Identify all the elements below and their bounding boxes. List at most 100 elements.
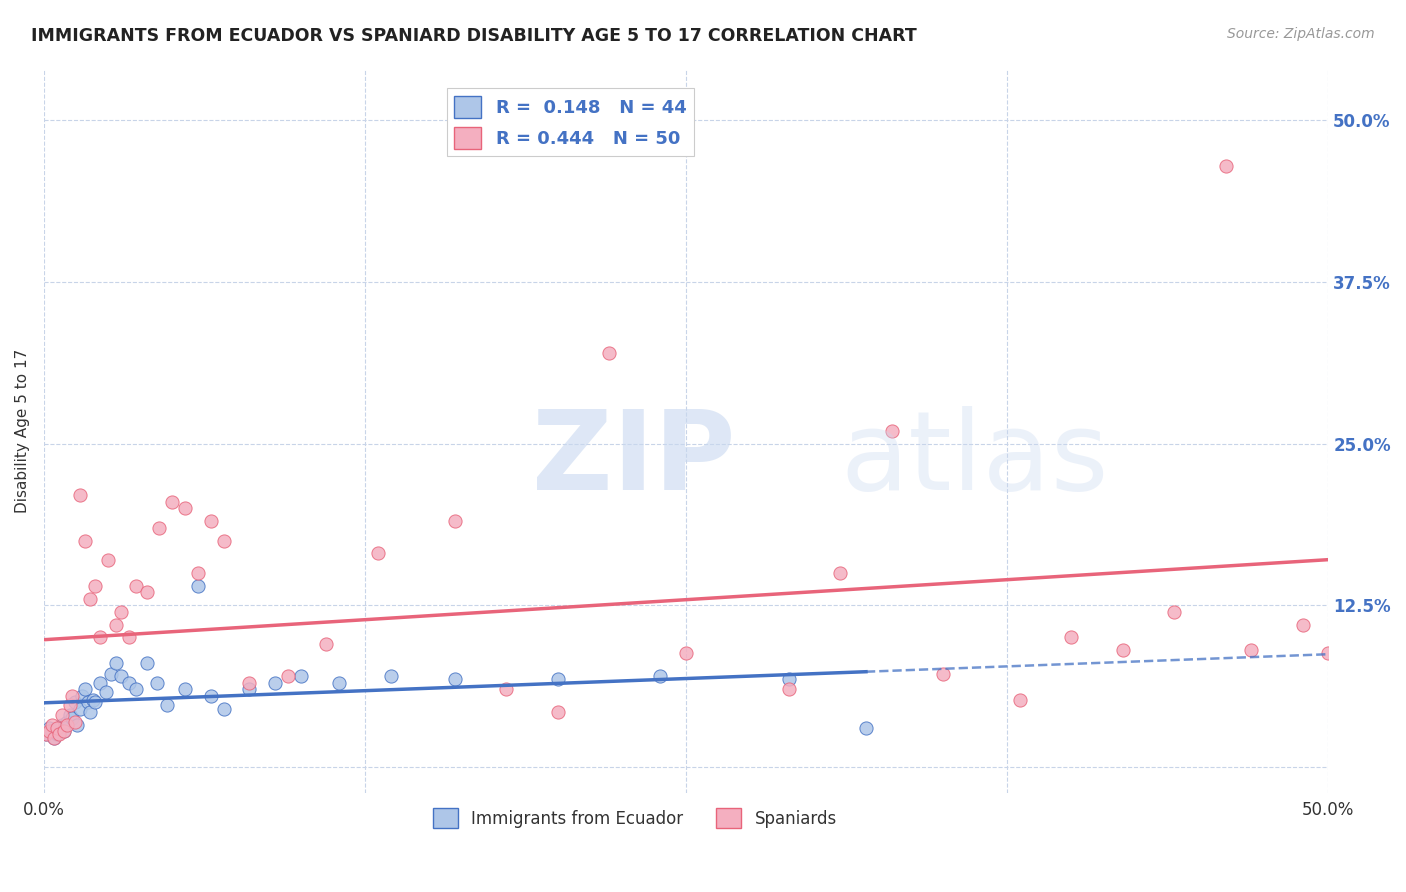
Point: [135, 657, 157, 671]
Point: [495, 682, 517, 697]
Point: [380, 669, 402, 683]
Point: [238, 682, 260, 697]
Point: [41, 723, 63, 738]
Point: [1317, 646, 1340, 660]
Point: [100, 666, 122, 681]
Point: [1163, 605, 1185, 619]
Point: [315, 637, 337, 651]
Point: [444, 672, 467, 686]
Point: [238, 675, 260, 690]
Point: [58, 708, 80, 723]
Point: [53, 723, 76, 738]
Point: [73, 682, 96, 697]
Point: [1215, 159, 1237, 173]
Point: [125, 579, 148, 593]
Point: [118, 675, 141, 690]
Point: [38, 723, 60, 738]
Point: [84, 695, 107, 709]
Point: [174, 682, 197, 697]
Point: [855, 721, 877, 735]
Point: [104, 657, 127, 671]
Text: ZIP: ZIP: [531, 406, 735, 513]
Point: [41, 718, 63, 732]
Point: [328, 675, 350, 690]
Text: Source: ZipAtlas.com: Source: ZipAtlas.com: [1227, 27, 1375, 41]
Point: [290, 669, 312, 683]
Point: [1240, 643, 1263, 657]
Point: [56, 718, 79, 732]
Point: [174, 501, 197, 516]
Point: [58, 698, 80, 712]
Point: [277, 669, 299, 683]
Point: [118, 631, 141, 645]
Point: [650, 669, 672, 683]
Point: [94, 685, 117, 699]
Point: [56, 714, 79, 729]
Legend: Immigrants from Ecuador, Spaniards: Immigrants from Ecuador, Spaniards: [426, 801, 844, 835]
Point: [38, 721, 60, 735]
Point: [135, 585, 157, 599]
Point: [69, 701, 91, 715]
Point: [156, 698, 179, 712]
Point: [200, 689, 222, 703]
Point: [72, 689, 94, 703]
Point: [51, 718, 73, 732]
Point: [200, 514, 222, 528]
Point: [146, 675, 169, 690]
Point: [48, 721, 70, 735]
Point: [45, 727, 67, 741]
Point: [84, 579, 107, 593]
Point: [63, 714, 86, 729]
Point: [598, 346, 620, 360]
Point: [63, 695, 86, 709]
Point: [1292, 617, 1315, 632]
Point: [675, 646, 697, 660]
Point: [187, 566, 209, 580]
Text: atlas: atlas: [841, 406, 1109, 513]
Point: [444, 514, 467, 528]
Point: [66, 718, 89, 732]
Point: [125, 682, 148, 697]
Point: [148, 520, 170, 534]
Point: [60, 689, 83, 703]
Point: [264, 675, 287, 690]
Point: [79, 706, 101, 720]
Point: [547, 672, 569, 686]
Point: [89, 631, 111, 645]
Point: [79, 591, 101, 606]
Point: [35, 727, 58, 741]
Point: [778, 682, 800, 697]
Point: [53, 723, 76, 738]
Point: [73, 533, 96, 548]
Point: [187, 579, 209, 593]
Y-axis label: Disability Age 5 to 17: Disability Age 5 to 17: [15, 349, 30, 513]
Point: [44, 731, 66, 746]
Point: [45, 721, 67, 735]
Point: [76, 695, 98, 709]
Point: [830, 566, 852, 580]
Point: [212, 533, 235, 548]
Point: [51, 708, 73, 723]
Point: [367, 546, 389, 560]
Point: [1010, 692, 1032, 706]
Point: [1060, 631, 1083, 645]
Point: [97, 553, 120, 567]
Point: [60, 711, 83, 725]
Point: [1112, 643, 1135, 657]
Text: IMMIGRANTS FROM ECUADOR VS SPANIARD DISABILITY AGE 5 TO 17 CORRELATION CHART: IMMIGRANTS FROM ECUADOR VS SPANIARD DISA…: [31, 27, 917, 45]
Point: [104, 617, 127, 632]
Point: [547, 706, 569, 720]
Point: [35, 727, 58, 741]
Point: [44, 731, 66, 746]
Point: [89, 675, 111, 690]
Point: [110, 669, 132, 683]
Point: [880, 424, 903, 438]
Point: [48, 727, 70, 741]
Point: [212, 701, 235, 715]
Point: [82, 692, 104, 706]
Point: [778, 672, 800, 686]
Point: [110, 605, 132, 619]
Point: [932, 666, 955, 681]
Point: [69, 488, 91, 502]
Point: [162, 494, 184, 508]
